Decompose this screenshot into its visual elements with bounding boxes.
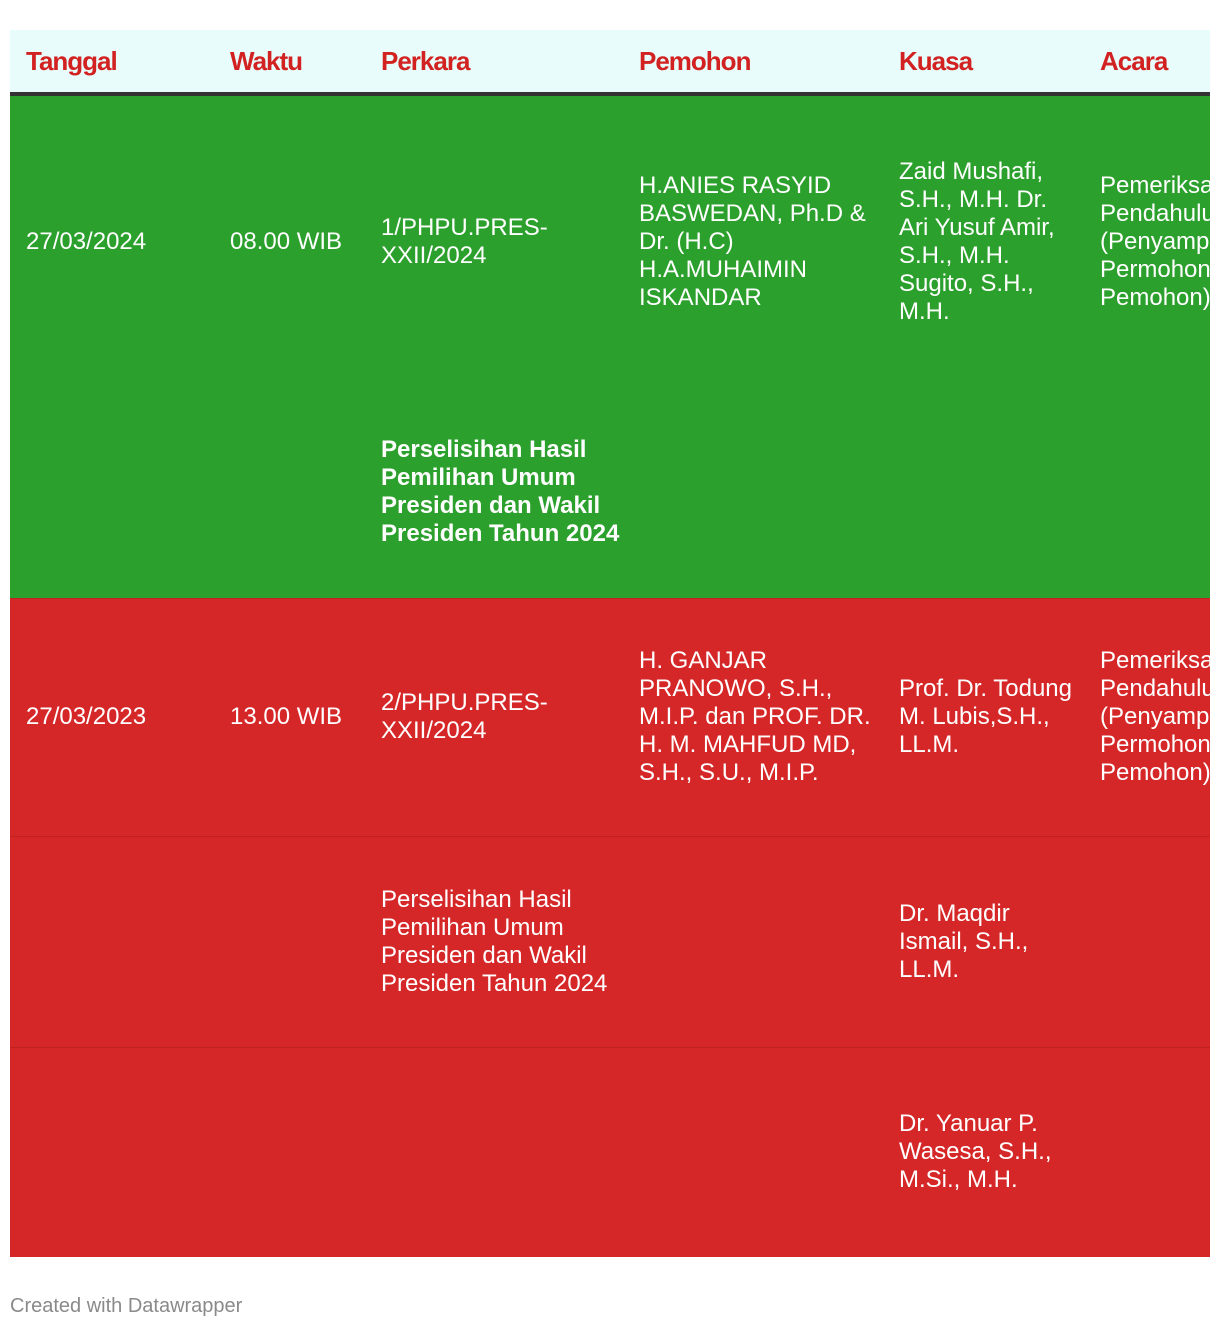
cell-perkara: Perselisihan Hasil Pemilihan Umum Presid… <box>365 835 623 1047</box>
cell-tanggal: 27/03/2024 <box>10 94 214 387</box>
table-row: Perselisihan Hasil Pemilihan Umum Presid… <box>10 835 1210 1047</box>
header-kuasa[interactable]: Kuasa <box>883 30 1084 96</box>
cell-kuasa: Zaid Mushafi, S.H., M.H. Dr. Ari Yusuf A… <box>883 94 1084 387</box>
cell-tanggal <box>10 1046 214 1257</box>
cell-acara: Pemeriksaan Pendahuluan (Penyampaian Per… <box>1084 94 1210 387</box>
cell-waktu: 13.00 WIB <box>214 597 365 836</box>
table-row: Dr. Yanuar P. Wasesa, S.H., M.Si., M.H. <box>10 1046 1210 1257</box>
cell-perkara <box>365 1046 623 1257</box>
cell-pemohon <box>623 387 883 598</box>
cell-acara <box>1084 1046 1210 1257</box>
header-acara[interactable]: Acara <box>1084 30 1210 96</box>
table-header-row: Tanggal Waktu Perkara Pemohon Kuasa Acar… <box>10 30 1210 96</box>
cell-tanggal: 27/03/2023 <box>10 597 214 836</box>
cell-acara: Pemeriksaan Pendahuluan (Penyampaian Per… <box>1084 597 1210 836</box>
cell-waktu <box>214 835 365 1047</box>
cell-perkara: 2/PHPU.PRES-XXII/2024 <box>365 597 623 836</box>
header-waktu[interactable]: Waktu <box>214 30 365 96</box>
cell-acara <box>1084 835 1210 1047</box>
cell-kuasa <box>883 387 1084 598</box>
cell-perkara: 1/PHPU.PRES-XXII/2024 <box>365 94 623 387</box>
cell-tanggal <box>10 387 214 598</box>
cell-perkara: Perselisihan Hasil Pemilihan Umum Presid… <box>365 387 623 598</box>
header-tanggal[interactable]: Tanggal <box>10 30 214 96</box>
table-row: Perselisihan Hasil Pemilihan Umum Presid… <box>10 387 1210 598</box>
cell-waktu <box>214 1046 365 1257</box>
table-row: 27/03/2023 13.00 WIB 2/PHPU.PRES-XXII/20… <box>10 597 1210 836</box>
cell-pemohon <box>623 835 883 1047</box>
cell-kuasa: Prof. Dr. Todung M. Lubis,S.H., LL.M. <box>883 597 1084 836</box>
schedule-table-container: Tanggal Waktu Perkara Pemohon Kuasa Acar… <box>10 30 1210 1257</box>
datawrapper-credit[interactable]: Created with Datawrapper <box>10 1295 243 1317</box>
cell-acara <box>1084 387 1210 598</box>
header-pemohon[interactable]: Pemohon <box>623 30 883 96</box>
cell-waktu <box>214 387 365 598</box>
cell-pemohon: H. GANJAR PRANOWO, S.H., M.I.P. dan PROF… <box>623 597 883 836</box>
cell-waktu: 08.00 WIB <box>214 94 365 387</box>
cell-pemohon <box>623 1046 883 1257</box>
cell-tanggal <box>10 835 214 1047</box>
table-row: 27/03/2024 08.00 WIB 1/PHPU.PRES-XXII/20… <box>10 94 1210 387</box>
cell-kuasa: Dr. Yanuar P. Wasesa, S.H., M.Si., M.H. <box>883 1046 1084 1257</box>
cell-pemohon: H.ANIES RASYID BASWEDAN, Ph.D & Dr. (H.C… <box>623 94 883 387</box>
header-perkara[interactable]: Perkara <box>365 30 623 96</box>
cell-kuasa: Dr. Maqdir Ismail, S.H., LL.M. <box>883 835 1084 1047</box>
schedule-table: Tanggal Waktu Perkara Pemohon Kuasa Acar… <box>10 30 1210 1257</box>
